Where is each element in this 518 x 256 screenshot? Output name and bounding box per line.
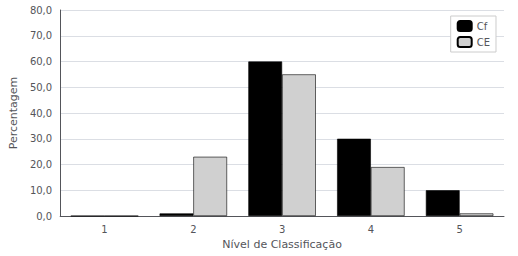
svg-text:80,0: 80,0: [30, 5, 52, 16]
svg-text:Percentagem: Percentagem: [7, 77, 20, 150]
svg-text:60,0: 60,0: [30, 56, 52, 67]
svg-text:20,0: 20,0: [30, 159, 52, 170]
svg-text:Nível de Classificação: Nível de Classificação: [222, 238, 342, 251]
svg-text:CE: CE: [477, 37, 490, 48]
svg-text:3: 3: [279, 224, 285, 235]
svg-text:40,0: 40,0: [30, 108, 52, 119]
svg-text:5: 5: [456, 224, 462, 235]
svg-text:4: 4: [368, 224, 374, 235]
svg-text:0,0: 0,0: [36, 211, 52, 222]
svg-text:1: 1: [101, 224, 107, 235]
svg-text:70,0: 70,0: [30, 30, 52, 41]
svg-text:10,0: 10,0: [30, 185, 52, 196]
svg-text:2: 2: [190, 224, 196, 235]
svg-text:Cf: Cf: [477, 21, 488, 32]
svg-text:30,0: 30,0: [30, 133, 52, 144]
svg-text:50,0: 50,0: [30, 82, 52, 93]
